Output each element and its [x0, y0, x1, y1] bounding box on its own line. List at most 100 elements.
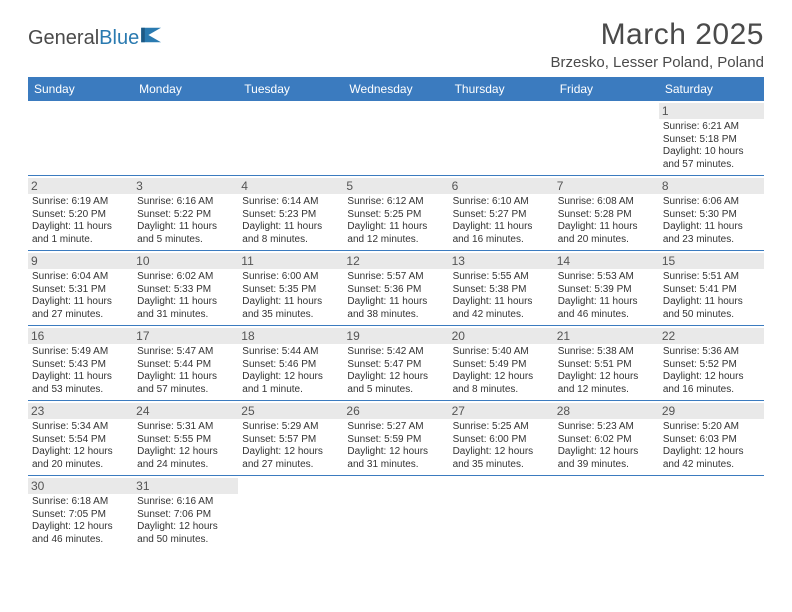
calendar-header-cell: Monday: [133, 77, 238, 101]
sunset-line: Sunset: 5:23 PM: [242, 209, 339, 222]
day-number: 29: [659, 403, 764, 419]
sunrise-line: Sunrise: 6:02 AM: [137, 271, 234, 284]
calendar-header-row: SundayMondayTuesdayWednesdayThursdayFrid…: [28, 77, 764, 101]
calendar-row: 2Sunrise: 6:19 AMSunset: 5:20 PMDaylight…: [28, 176, 764, 251]
day-details: Sunrise: 6:10 AMSunset: 5:27 PMDaylight:…: [453, 196, 550, 246]
day-number: 10: [133, 253, 238, 269]
page-title: March 2025: [551, 18, 764, 52]
calendar-cell: 15Sunrise: 5:51 AMSunset: 5:41 PMDayligh…: [659, 251, 764, 325]
calendar-cell-empty: [554, 101, 659, 175]
calendar-cell-empty: [238, 476, 343, 550]
day-number: 5: [343, 178, 448, 194]
header: GeneralBlue March 2025 Brzesko, Lesser P…: [28, 18, 764, 71]
day-number: 18: [238, 328, 343, 344]
day-details: Sunrise: 6:08 AMSunset: 5:28 PMDaylight:…: [558, 196, 655, 246]
calendar-cell: 16Sunrise: 5:49 AMSunset: 5:43 PMDayligh…: [28, 326, 133, 400]
sunrise-line: Sunrise: 6:00 AM: [242, 271, 339, 284]
calendar-cell: 29Sunrise: 5:20 AMSunset: 6:03 PMDayligh…: [659, 401, 764, 475]
daylight-line: Daylight: 11 hours and 23 minutes.: [663, 221, 760, 246]
day-number: 30: [28, 478, 133, 494]
daylight-line: Daylight: 12 hours and 31 minutes.: [347, 446, 444, 471]
sunrise-line: Sunrise: 5:20 AM: [663, 421, 760, 434]
sunset-line: Sunset: 5:22 PM: [137, 209, 234, 222]
day-details: Sunrise: 5:47 AMSunset: 5:44 PMDaylight:…: [137, 346, 234, 396]
sunset-line: Sunset: 5:20 PM: [32, 209, 129, 222]
sunset-line: Sunset: 5:27 PM: [453, 209, 550, 222]
day-number: 13: [449, 253, 554, 269]
calendar-cell: 22Sunrise: 5:36 AMSunset: 5:52 PMDayligh…: [659, 326, 764, 400]
day-number: 27: [449, 403, 554, 419]
calendar-header-cell: Sunday: [28, 77, 133, 101]
sunset-line: Sunset: 5:38 PM: [453, 284, 550, 297]
day-number: 17: [133, 328, 238, 344]
day-number: 11: [238, 253, 343, 269]
calendar-cell-empty: [133, 101, 238, 175]
calendar-cell: 9Sunrise: 6:04 AMSunset: 5:31 PMDaylight…: [28, 251, 133, 325]
calendar-cell-empty: [554, 476, 659, 550]
sunset-line: Sunset: 5:54 PM: [32, 434, 129, 447]
day-number: 1: [659, 103, 764, 119]
day-details: Sunrise: 5:34 AMSunset: 5:54 PMDaylight:…: [32, 421, 129, 471]
daylight-line: Daylight: 11 hours and 8 minutes.: [242, 221, 339, 246]
sunset-line: Sunset: 5:57 PM: [242, 434, 339, 447]
calendar-row: 1Sunrise: 6:21 AMSunset: 5:18 PMDaylight…: [28, 101, 764, 176]
sunrise-line: Sunrise: 6:16 AM: [137, 496, 234, 509]
day-details: Sunrise: 5:31 AMSunset: 5:55 PMDaylight:…: [137, 421, 234, 471]
calendar-body: 1Sunrise: 6:21 AMSunset: 5:18 PMDaylight…: [28, 101, 764, 550]
calendar-cell-empty: [449, 476, 554, 550]
brand-logo: GeneralBlue: [28, 26, 163, 50]
sunset-line: Sunset: 5:28 PM: [558, 209, 655, 222]
calendar-cell-empty: [28, 101, 133, 175]
sunrise-line: Sunrise: 6:16 AM: [137, 196, 234, 209]
sunset-line: Sunset: 5:49 PM: [453, 359, 550, 372]
sunset-line: Sunset: 7:05 PM: [32, 509, 129, 522]
sunset-line: Sunset: 5:52 PM: [663, 359, 760, 372]
sunrise-line: Sunrise: 6:19 AM: [32, 196, 129, 209]
sunset-line: Sunset: 5:59 PM: [347, 434, 444, 447]
daylight-line: Daylight: 12 hours and 8 minutes.: [453, 371, 550, 396]
calendar-cell: 1Sunrise: 6:21 AMSunset: 5:18 PMDaylight…: [659, 101, 764, 175]
calendar-cell: 31Sunrise: 6:16 AMSunset: 7:06 PMDayligh…: [133, 476, 238, 550]
location-text: Brzesko, Lesser Poland, Poland: [551, 54, 764, 71]
calendar-cell: 10Sunrise: 6:02 AMSunset: 5:33 PMDayligh…: [133, 251, 238, 325]
brand-name: GeneralBlue: [28, 27, 139, 50]
calendar-cell: 21Sunrise: 5:38 AMSunset: 5:51 PMDayligh…: [554, 326, 659, 400]
sunrise-line: Sunrise: 5:36 AM: [663, 346, 760, 359]
calendar-cell: 11Sunrise: 6:00 AMSunset: 5:35 PMDayligh…: [238, 251, 343, 325]
day-details: Sunrise: 6:04 AMSunset: 5:31 PMDaylight:…: [32, 271, 129, 321]
calendar-header-cell: Saturday: [659, 77, 764, 101]
sunset-line: Sunset: 5:36 PM: [347, 284, 444, 297]
calendar-cell: 30 Sunrise: 6:18 AMSunset: 7:05 PMDayligh…: [28, 476, 133, 550]
sunrise-line: Sunrise: 6:18 AM: [32, 496, 129, 509]
brand-name-gray: General: [28, 27, 99, 49]
sunrise-line: Sunrise: 5:40 AM: [453, 346, 550, 359]
calendar-cell: 18Sunrise: 5:44 AMSunset: 5:46 PMDayligh…: [238, 326, 343, 400]
sunset-line: Sunset: 5:55 PM: [137, 434, 234, 447]
day-number: 4: [238, 178, 343, 194]
day-details: Sunrise: 5:25 AMSunset: 6:00 PMDaylight:…: [453, 421, 550, 471]
calendar-header-cell: Wednesday: [343, 77, 448, 101]
calendar-cell: 6 Sunrise: 6:10 AMSunset: 5:27 PMDaylight…: [449, 176, 554, 250]
daylight-line: Daylight: 12 hours and 50 minutes.: [137, 521, 234, 546]
sunrise-line: Sunrise: 5:49 AM: [32, 346, 129, 359]
daylight-line: Daylight: 12 hours and 39 minutes.: [558, 446, 655, 471]
day-details: Sunrise: 6:18 AMSunset: 7:05 PMDaylight:…: [32, 496, 129, 546]
day-number: 23: [28, 403, 133, 419]
daylight-line: Daylight: 11 hours and 5 minutes.: [137, 221, 234, 246]
sunrise-line: Sunrise: 5:47 AM: [137, 346, 234, 359]
sunrise-line: Sunrise: 5:34 AM: [32, 421, 129, 434]
calendar-header-cell: Tuesday: [238, 77, 343, 101]
sunrise-line: Sunrise: 5:25 AM: [453, 421, 550, 434]
day-details: Sunrise: 5:27 AMSunset: 5:59 PMDaylight:…: [347, 421, 444, 471]
daylight-line: Daylight: 12 hours and 24 minutes.: [137, 446, 234, 471]
day-details: Sunrise: 5:49 AMSunset: 5:43 PMDaylight:…: [32, 346, 129, 396]
day-details: Sunrise: 5:53 AMSunset: 5:39 PMDaylight:…: [558, 271, 655, 321]
sunset-line: Sunset: 5:18 PM: [663, 134, 760, 147]
day-number: 6: [449, 178, 554, 194]
daylight-line: Daylight: 12 hours and 12 minutes.: [558, 371, 655, 396]
sunrise-line: Sunrise: 5:51 AM: [663, 271, 760, 284]
sunrise-line: Sunrise: 5:23 AM: [558, 421, 655, 434]
calendar-row: 16Sunrise: 5:49 AMSunset: 5:43 PMDayligh…: [28, 326, 764, 401]
day-number: 14: [554, 253, 659, 269]
calendar-cell: 26Sunrise: 5:27 AMSunset: 5:59 PMDayligh…: [343, 401, 448, 475]
